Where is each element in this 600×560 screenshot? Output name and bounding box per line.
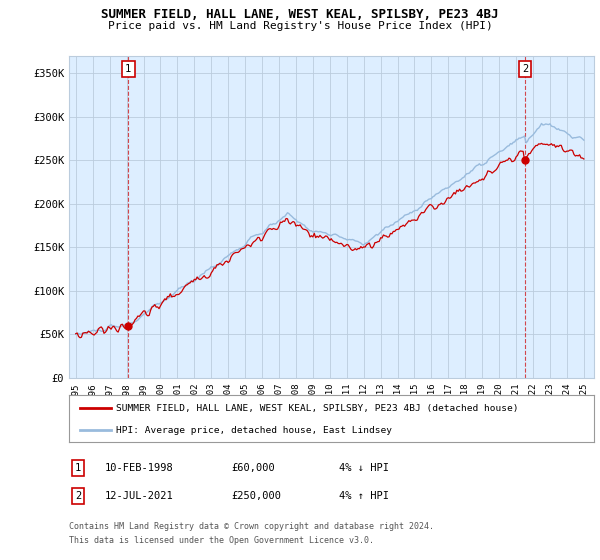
Text: SUMMER FIELD, HALL LANE, WEST KEAL, SPILSBY, PE23 4BJ (detached house): SUMMER FIELD, HALL LANE, WEST KEAL, SPIL… [116, 404, 519, 413]
Text: SUMMER FIELD, HALL LANE, WEST KEAL, SPILSBY, PE23 4BJ: SUMMER FIELD, HALL LANE, WEST KEAL, SPIL… [101, 8, 499, 21]
Text: HPI: Average price, detached house, East Lindsey: HPI: Average price, detached house, East… [116, 426, 392, 435]
Text: 1: 1 [75, 463, 81, 473]
Text: £250,000: £250,000 [231, 491, 281, 501]
Text: 2: 2 [75, 491, 81, 501]
Text: Price paid vs. HM Land Registry's House Price Index (HPI): Price paid vs. HM Land Registry's House … [107, 21, 493, 31]
Text: 10-FEB-1998: 10-FEB-1998 [105, 463, 174, 473]
Text: 12-JUL-2021: 12-JUL-2021 [105, 491, 174, 501]
Text: £60,000: £60,000 [231, 463, 275, 473]
Text: Contains HM Land Registry data © Crown copyright and database right 2024.: Contains HM Land Registry data © Crown c… [69, 522, 434, 531]
Text: 4% ↑ HPI: 4% ↑ HPI [339, 491, 389, 501]
Text: This data is licensed under the Open Government Licence v3.0.: This data is licensed under the Open Gov… [69, 536, 374, 545]
Text: 4% ↓ HPI: 4% ↓ HPI [339, 463, 389, 473]
Text: 1: 1 [125, 64, 131, 74]
Text: 2: 2 [522, 64, 529, 74]
